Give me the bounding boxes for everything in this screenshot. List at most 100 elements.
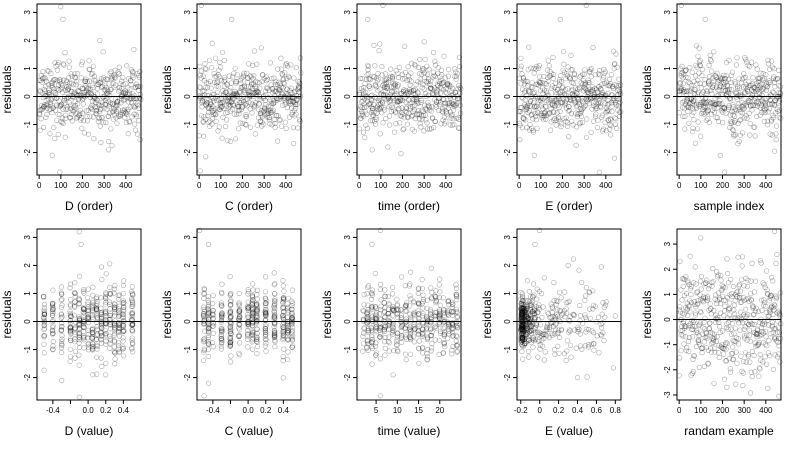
data-point xyxy=(116,71,122,77)
data-point xyxy=(117,87,123,93)
data-point xyxy=(205,241,212,247)
x-tick-label: 300 xyxy=(737,181,751,190)
data-point xyxy=(216,106,222,112)
x-tick-label: 0.8 xyxy=(610,406,622,415)
data-point xyxy=(236,107,242,113)
data-point xyxy=(263,91,269,97)
x-tick-label: 100 xyxy=(374,181,388,190)
data-point xyxy=(76,362,82,368)
data-point xyxy=(73,115,79,121)
data-point xyxy=(71,104,77,110)
data-point xyxy=(377,131,383,137)
data-point xyxy=(371,42,377,49)
data-point xyxy=(277,96,283,102)
data-point xyxy=(101,87,107,93)
data-point xyxy=(558,73,564,79)
data-point xyxy=(102,101,108,107)
data-point xyxy=(132,121,138,127)
data-point xyxy=(284,75,290,82)
data-point xyxy=(689,69,695,75)
y-axis-label: residuals xyxy=(480,290,494,338)
data-point xyxy=(288,94,294,100)
data-point xyxy=(765,350,772,356)
data-point xyxy=(360,129,367,135)
data-point xyxy=(699,72,705,79)
data-point xyxy=(52,90,59,96)
data-point xyxy=(445,335,451,341)
data-point xyxy=(113,102,119,108)
x-tick-label: 400 xyxy=(119,181,133,190)
data-point xyxy=(689,334,696,340)
y-tick-label: 1 xyxy=(183,291,192,296)
data-point xyxy=(129,284,135,290)
y-tick-label: 1 xyxy=(23,291,32,296)
data-point xyxy=(238,77,244,83)
data-point xyxy=(273,112,279,119)
data-point xyxy=(86,78,92,84)
data-point xyxy=(376,47,382,54)
data-point xyxy=(278,123,285,129)
data-point xyxy=(246,61,252,67)
data-point xyxy=(583,134,590,140)
data-point xyxy=(264,111,270,117)
data-point xyxy=(391,129,398,135)
data-point xyxy=(441,53,447,59)
data-point xyxy=(702,16,708,23)
data-point xyxy=(221,57,227,64)
data-point xyxy=(236,103,242,109)
data-point xyxy=(74,111,80,117)
data-point xyxy=(78,75,84,81)
data-point xyxy=(233,80,239,86)
data-point xyxy=(204,100,210,106)
data-point xyxy=(63,106,69,112)
data-point xyxy=(48,70,54,77)
data-point xyxy=(390,291,396,297)
data-point xyxy=(268,109,275,116)
data-point xyxy=(687,64,693,71)
data-point xyxy=(208,85,214,91)
data-point xyxy=(390,312,396,318)
data-point xyxy=(133,81,139,87)
data-point xyxy=(237,340,243,346)
data-point xyxy=(54,117,60,123)
data-point xyxy=(263,74,269,80)
data-point xyxy=(584,374,590,380)
data-point xyxy=(217,106,223,113)
data-point xyxy=(55,62,61,68)
data-point xyxy=(280,91,286,97)
data-point xyxy=(226,101,232,107)
data-point xyxy=(232,65,238,71)
data-point xyxy=(229,99,235,105)
data-point xyxy=(530,281,537,287)
data-point xyxy=(541,275,547,281)
data-point xyxy=(56,103,62,109)
data-point xyxy=(76,113,82,119)
data-point xyxy=(254,89,260,95)
data-point xyxy=(82,94,88,100)
data-point xyxy=(227,138,233,144)
data-point xyxy=(693,343,700,350)
data-point xyxy=(71,89,77,95)
data-point xyxy=(758,260,764,266)
data-point xyxy=(123,93,130,100)
data-point xyxy=(710,279,716,285)
y-tick-label: -1 xyxy=(23,345,32,353)
data-point xyxy=(201,78,207,84)
data-point xyxy=(254,88,260,94)
data-point xyxy=(438,67,445,73)
data-point xyxy=(241,70,247,76)
data-point xyxy=(56,98,62,104)
data-point xyxy=(51,95,58,101)
data-point xyxy=(255,90,261,96)
data-point xyxy=(295,125,301,131)
data-point xyxy=(260,113,266,120)
x-tick-label: 0.2 xyxy=(553,406,565,415)
data-point xyxy=(224,97,230,103)
data-point xyxy=(97,106,104,113)
data-point xyxy=(297,55,304,61)
data-point xyxy=(199,104,205,110)
y-tick-label: -2 xyxy=(503,373,512,381)
data-point xyxy=(390,372,396,378)
data-point xyxy=(78,241,84,247)
data-point xyxy=(49,83,56,89)
